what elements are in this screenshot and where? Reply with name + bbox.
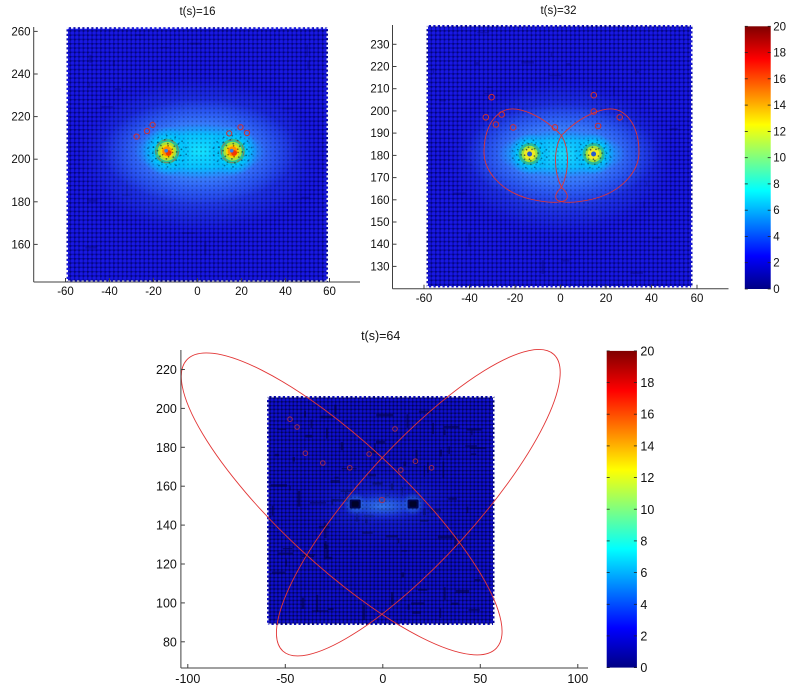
svg-text:200: 200 [370,106,389,118]
svg-text:-40: -40 [461,293,478,305]
svg-text:240: 240 [11,69,30,81]
svg-text:200: 200 [156,402,177,416]
svg-text:14: 14 [640,439,654,453]
svg-text:t(s)=64: t(s)=64 [361,329,400,343]
svg-text:20: 20 [640,344,654,358]
svg-text:80: 80 [163,635,177,649]
svg-text:16: 16 [640,408,654,422]
svg-text:60: 60 [323,286,336,298]
svg-text:120: 120 [156,558,177,572]
svg-text:16: 16 [773,74,786,86]
svg-text:12: 12 [773,126,786,138]
svg-text:-20: -20 [145,286,162,298]
svg-text:10: 10 [640,503,654,517]
svg-text:40: 40 [645,293,658,305]
svg-text:t(s)=16: t(s)=16 [179,6,215,18]
svg-text:8: 8 [773,179,779,191]
svg-text:190: 190 [370,128,389,140]
svg-text:150: 150 [370,217,389,229]
svg-text:6: 6 [773,205,779,217]
svg-text:170: 170 [370,173,389,185]
svg-text:200: 200 [11,154,30,166]
svg-text:100: 100 [156,596,177,610]
svg-text:18: 18 [773,48,786,60]
svg-text:260: 260 [11,26,30,38]
svg-text:130: 130 [370,261,389,273]
svg-text:20: 20 [600,293,613,305]
svg-text:100: 100 [567,672,588,686]
svg-text:140: 140 [156,519,177,533]
svg-text:160: 160 [156,480,177,494]
svg-text:0: 0 [640,661,647,675]
svg-text:0: 0 [773,284,779,296]
svg-text:180: 180 [370,150,389,162]
svg-text:220: 220 [11,112,30,124]
svg-text:-100: -100 [175,672,200,686]
svg-text:50: 50 [473,672,487,686]
svg-text:140: 140 [370,239,389,251]
svg-text:20: 20 [773,21,786,33]
svg-text:-20: -20 [507,293,524,305]
svg-text:0: 0 [557,293,563,305]
svg-text:4: 4 [640,598,647,612]
svg-text:60: 60 [691,293,704,305]
svg-text:6: 6 [640,566,647,580]
svg-text:2: 2 [773,258,779,270]
svg-text:12: 12 [640,471,654,485]
svg-text:2: 2 [640,629,647,643]
svg-text:14: 14 [773,100,786,112]
svg-text:10: 10 [773,153,786,165]
svg-text:180: 180 [156,441,177,455]
svg-text:0: 0 [194,286,200,298]
svg-text:160: 160 [11,239,30,251]
svg-text:0: 0 [379,672,386,686]
svg-text:4: 4 [773,232,780,244]
svg-text:210: 210 [370,84,389,96]
svg-text:t(s)=32: t(s)=32 [540,5,576,17]
svg-text:-40: -40 [101,286,118,298]
svg-text:220: 220 [370,62,389,74]
svg-text:230: 230 [370,39,389,51]
svg-text:8: 8 [640,534,647,548]
svg-text:40: 40 [279,286,292,298]
svg-text:-60: -60 [416,293,433,305]
svg-text:20: 20 [235,286,248,298]
svg-text:-60: -60 [57,286,74,298]
svg-text:18: 18 [640,376,654,390]
svg-text:220: 220 [156,363,177,377]
svg-text:180: 180 [11,197,30,209]
svg-text:160: 160 [370,195,389,207]
svg-text:-50: -50 [276,672,294,686]
